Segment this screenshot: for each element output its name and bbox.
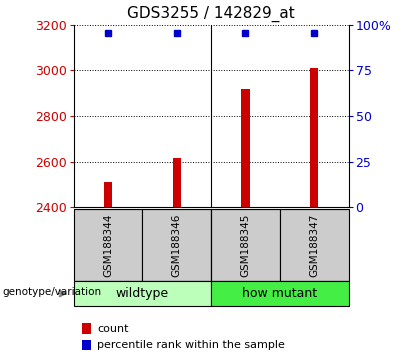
Text: GSM188346: GSM188346 [172,213,182,277]
Text: how mutant: how mutant [242,287,318,300]
Bar [82,323,91,334]
Text: GSM188345: GSM188345 [240,213,250,277]
Bar [104,182,112,207]
Text: GSM188344: GSM188344 [103,213,113,277]
Bar [310,68,318,207]
Text: percentile rank within the sample: percentile rank within the sample [97,340,285,350]
Bar [82,340,91,350]
Bar [74,209,142,281]
Bar [241,88,249,207]
Bar [211,281,349,306]
Bar [173,158,181,207]
Text: GSM188347: GSM188347 [309,213,319,277]
Text: wildtype: wildtype [116,287,169,300]
Bar [74,281,211,306]
Bar [211,209,280,281]
Text: genotype/variation: genotype/variation [2,287,101,297]
Title: GDS3255 / 142829_at: GDS3255 / 142829_at [127,6,295,22]
Bar [280,209,349,281]
Text: count: count [97,324,129,333]
Bar [142,209,211,281]
